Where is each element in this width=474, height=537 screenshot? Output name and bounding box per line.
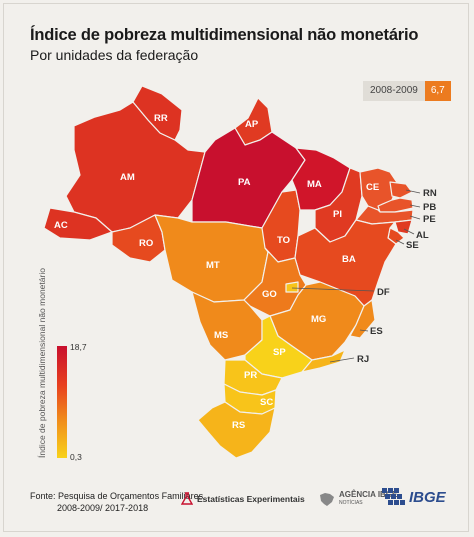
legend-max: 18,7 [70,342,87,352]
map-subtitle: Por unidades da federação [30,47,199,63]
state-ES[interactable] [349,299,376,339]
legend-min: 0,3 [70,452,82,462]
state-MT[interactable] [154,214,269,303]
label-RJ: RJ [357,354,369,365]
state-DF[interactable] [285,281,299,293]
label-SC: SC [260,397,273,408]
label-RN: RN [423,188,437,199]
label-SE: SE [406,240,419,251]
label-RR: RR [154,113,168,124]
label-GO: GO [262,289,277,300]
label-AL: AL [416,230,429,241]
source-line-1: Fonte: Pesquisa de Orçamentos Familiares [30,491,204,501]
legend-color-bar [57,346,67,458]
label-BA: BA [342,254,356,265]
label-CE: CE [366,182,379,193]
label-MS: MS [214,330,228,341]
label-PR: PR [244,370,257,381]
label-MG: MG [311,314,326,325]
state-RR[interactable] [132,85,183,141]
flask-icon [181,492,193,505]
period-selector[interactable]: 2008-2009 6,7 [363,81,451,101]
legend-label: Índice de pobreza multidimensional não m… [37,268,47,458]
period-value: 6,7 [424,81,451,101]
state-RJ[interactable] [301,349,346,373]
label-AP: AP [245,119,259,130]
agencia-sub: NOTÍCIAS [339,500,363,506]
label-AC: AC [54,220,68,231]
label-ES: ES [370,326,383,337]
label-PA: PA [238,177,251,188]
state-AC[interactable] [43,207,113,241]
label-SP: SP [273,347,286,358]
experimental-text: Estatísticas Experimentais [197,494,305,504]
ibge-text: IBGE [409,488,446,506]
label-PB: PB [423,202,436,213]
agencia-logo: AGÊNCIA IBGE NOTÍCIAS [318,490,397,508]
label-MA: MA [307,179,322,190]
ibge-logo: IBGE [382,488,446,506]
label-TO: TO [277,235,290,246]
map-title: Índice de pobreza multidimensional não m… [30,26,419,44]
label-PI: PI [333,209,342,220]
label-MT: MT [206,260,220,271]
state-SP[interactable] [244,315,313,379]
period-years[interactable]: 2008-2009 [363,81,425,101]
label-PE: PE [423,214,436,225]
state-AM[interactable] [65,101,206,233]
label-AM: AM [120,172,135,183]
state-RN[interactable] [389,181,413,199]
state-RS[interactable] [197,401,276,459]
label-RS: RS [232,420,245,431]
agencia-text: AGÊNCIA IBGE [339,490,398,499]
frame [3,3,469,532]
source-line-2: 2008-2009/ 2017-2018 [57,503,149,513]
ibge-grid-icon [382,488,405,505]
experimental-logo: Estatísticas Experimentais [181,492,305,506]
source-note: Fonte: Pesquisa de Orçamentos Familiares… [30,490,203,514]
brazil-outline-icon [320,493,334,506]
label-RO: RO [139,238,153,249]
label-DF: DF [377,287,390,298]
